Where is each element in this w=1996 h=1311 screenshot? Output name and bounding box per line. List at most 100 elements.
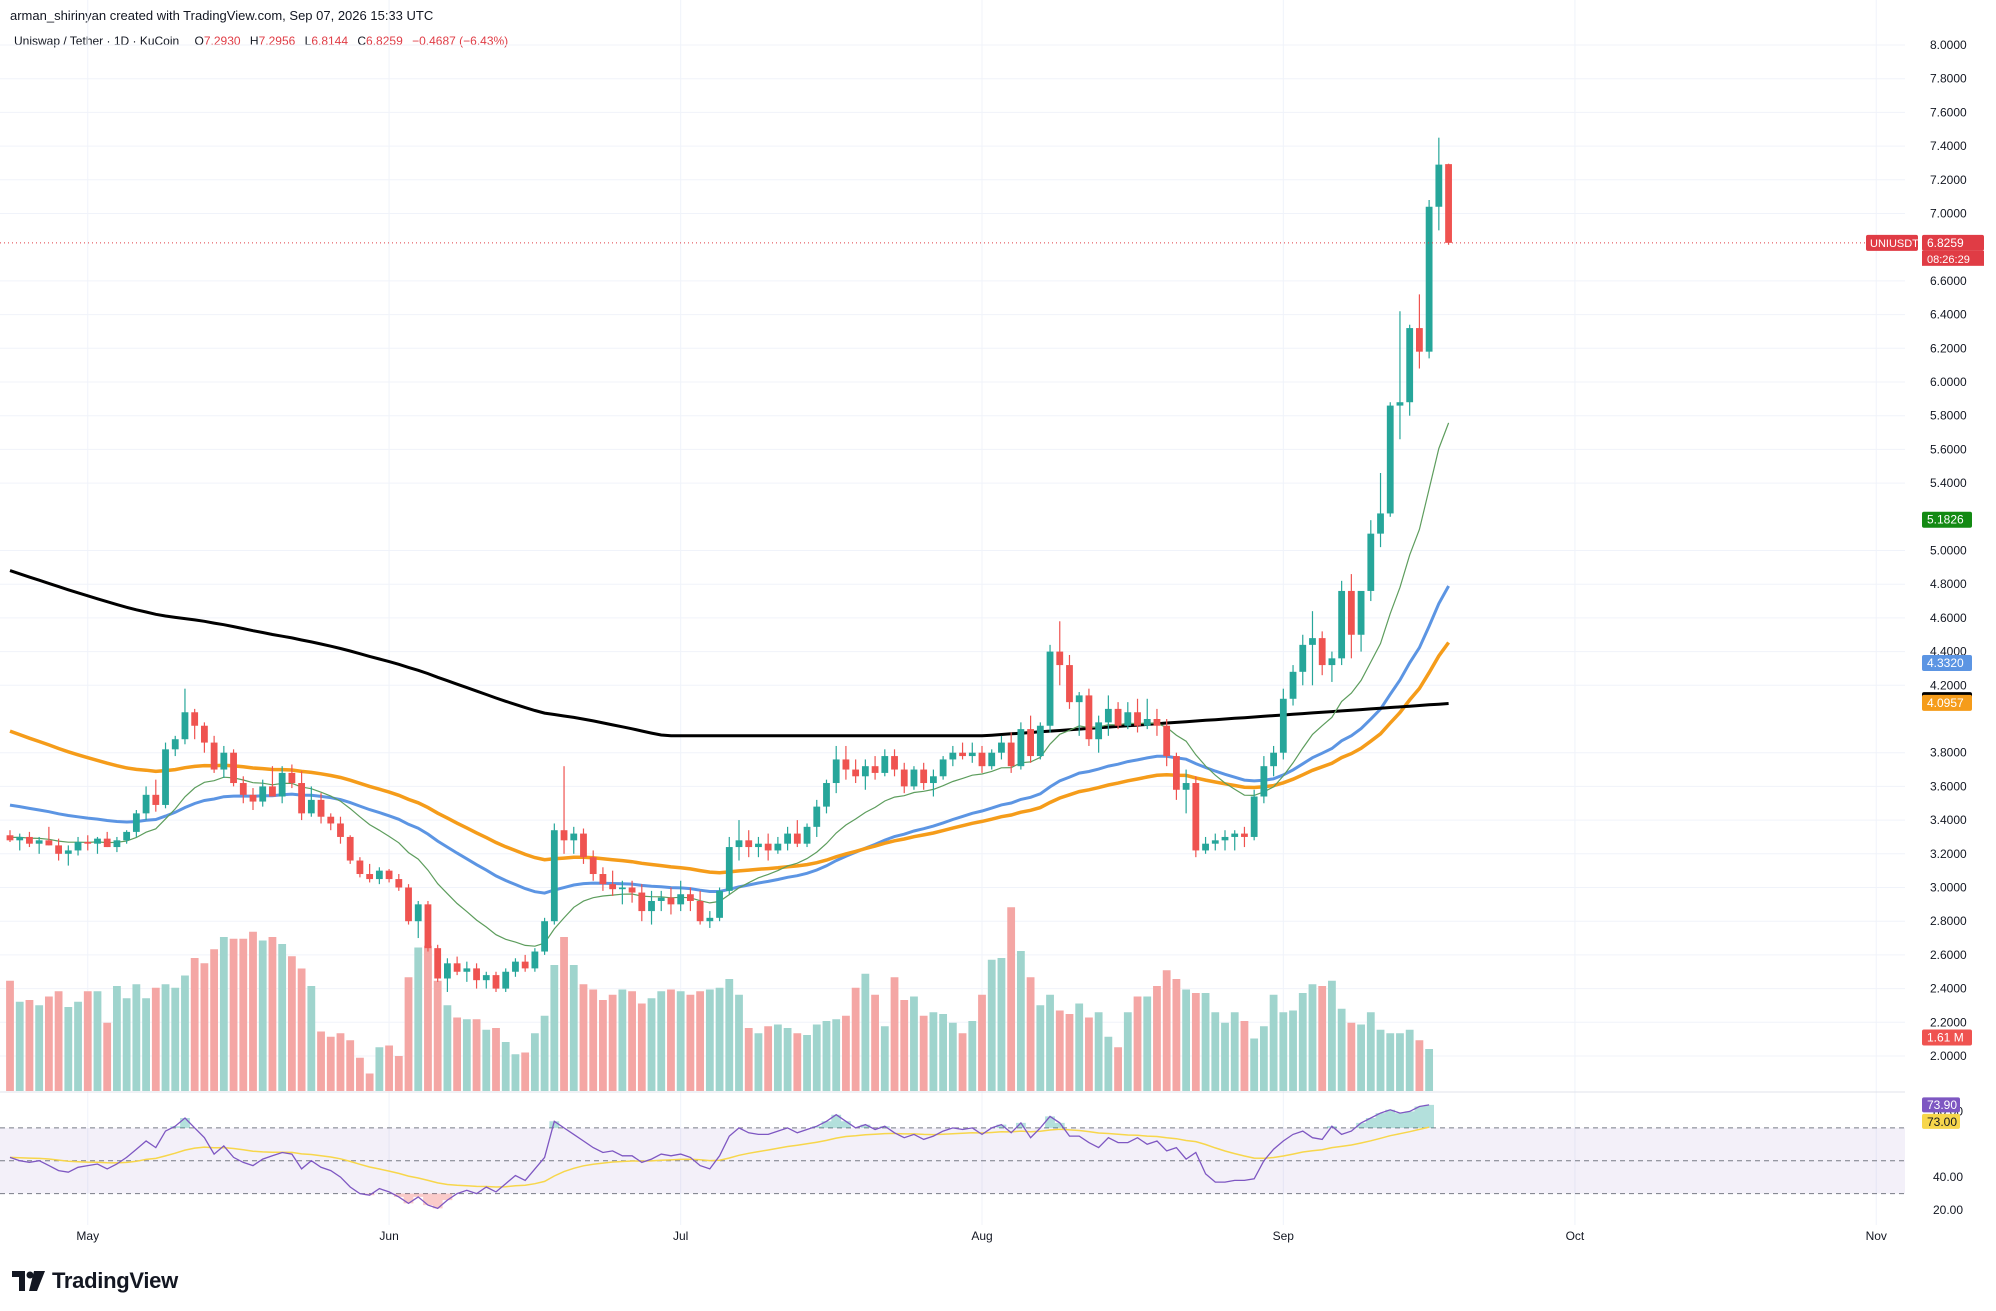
candle-body — [1192, 783, 1200, 851]
rsi-line — [9, 1104, 1430, 1210]
candle-body — [813, 806, 821, 827]
volume-bar — [1308, 984, 1317, 1091]
price-tick-label: 6.4000 — [1930, 308, 1967, 322]
candle-body — [881, 756, 889, 773]
volume-bar — [1201, 993, 1210, 1091]
candle-body — [1211, 840, 1219, 844]
candle-body — [434, 948, 442, 979]
candle-body — [1202, 843, 1209, 851]
volume-bar — [433, 980, 442, 1091]
volume-bar — [715, 987, 724, 1091]
last-price-tag-bg — [1922, 234, 1984, 251]
volume-bar — [1386, 1033, 1395, 1091]
volume-bar — [200, 963, 209, 1091]
volume-bar — [1240, 1021, 1249, 1091]
candle-body — [269, 786, 276, 797]
candle-body — [1367, 533, 1375, 591]
volume-bar — [657, 991, 666, 1091]
volume-bar — [307, 986, 316, 1091]
volume-bar — [103, 1022, 112, 1091]
candle-body — [1036, 725, 1044, 757]
volume-bar — [356, 1057, 364, 1091]
candle-body — [113, 840, 121, 848]
volume-bar — [880, 1026, 889, 1091]
candle-body — [395, 879, 403, 888]
rsi-pane — [0, 1104, 1905, 1210]
price-tick-label: 3.8000 — [1930, 746, 1967, 760]
tradingview-logo[interactable]: TradingView — [12, 1268, 178, 1294]
volume-bar — [1104, 1036, 1113, 1091]
candle-body — [949, 752, 957, 760]
volume-bar — [443, 1005, 452, 1091]
volume-bar — [1026, 977, 1035, 1091]
volume-bar — [336, 1033, 345, 1091]
price-tag-0: 5.1826 — [1927, 513, 1964, 527]
price-tick-label: 5.6000 — [1930, 442, 1967, 456]
volume-bar — [74, 1001, 82, 1091]
candle-body — [1250, 796, 1258, 837]
volume-bar — [1172, 979, 1181, 1091]
volume-bar — [783, 1028, 792, 1091]
volume-bar — [1396, 1033, 1404, 1091]
time-tick-label: Jul — [673, 1229, 688, 1243]
candle-body — [230, 752, 237, 784]
volume-bar — [1075, 1003, 1084, 1091]
candle-body — [463, 968, 471, 972]
volume-bar — [326, 1036, 335, 1091]
price-tag-0-bg — [1922, 511, 1972, 528]
candle-body — [162, 749, 169, 805]
volume-bar — [1211, 1012, 1220, 1091]
volume-bar — [229, 938, 238, 1091]
candle-body — [891, 756, 898, 770]
candle-body — [1377, 513, 1384, 534]
ohlc-low-label: L — [304, 34, 312, 48]
volume-bar — [667, 989, 675, 1091]
candle-body — [298, 783, 305, 814]
volume-bar — [832, 1019, 841, 1091]
candle-body — [988, 752, 996, 767]
volume-bar — [676, 991, 685, 1091]
price-tick-label: 7.2000 — [1930, 173, 1967, 187]
volume-bar — [54, 991, 63, 1091]
candle-body — [1182, 783, 1190, 790]
candle-body — [735, 840, 743, 848]
volume-bar — [812, 1024, 821, 1091]
volume-bar — [132, 984, 141, 1091]
candle-body — [531, 951, 539, 969]
candle-body — [132, 813, 140, 832]
volume-bar — [1279, 1012, 1288, 1091]
candle-body — [745, 840, 753, 848]
volume-bar — [365, 1073, 374, 1091]
volume-bar — [258, 940, 267, 1091]
time-tick-label: Jun — [379, 1229, 398, 1243]
volume-bar — [842, 1015, 850, 1091]
candle-body — [1134, 712, 1141, 726]
volume-bar — [900, 1000, 909, 1091]
candle-body — [84, 842, 92, 844]
candle-body — [327, 816, 335, 824]
volume-bar — [569, 965, 578, 1091]
candle-body — [521, 961, 529, 969]
candle-body — [978, 752, 986, 767]
volume-bar — [822, 1021, 831, 1091]
volume-bar — [424, 945, 432, 1091]
candle-body — [424, 904, 432, 949]
price-tag-4: 1.61 M — [1927, 1030, 1964, 1044]
volume-bar — [987, 959, 996, 1091]
volume-bar — [978, 994, 986, 1091]
volume-bar — [346, 1040, 355, 1091]
volume-bar — [735, 994, 743, 1091]
price-tag-4-bg — [1922, 1029, 1972, 1046]
rsi-ma-line — [9, 1126, 1430, 1188]
candle-body — [1357, 590, 1365, 635]
candle-body — [687, 894, 694, 901]
candle-body — [1406, 328, 1414, 403]
volume-bar — [618, 989, 627, 1091]
candle-body — [366, 874, 374, 880]
candle-body — [541, 921, 548, 952]
candle-body — [1095, 722, 1103, 740]
volume-bar — [219, 937, 228, 1091]
candle-body — [920, 769, 928, 784]
volume-bar — [472, 1019, 481, 1091]
